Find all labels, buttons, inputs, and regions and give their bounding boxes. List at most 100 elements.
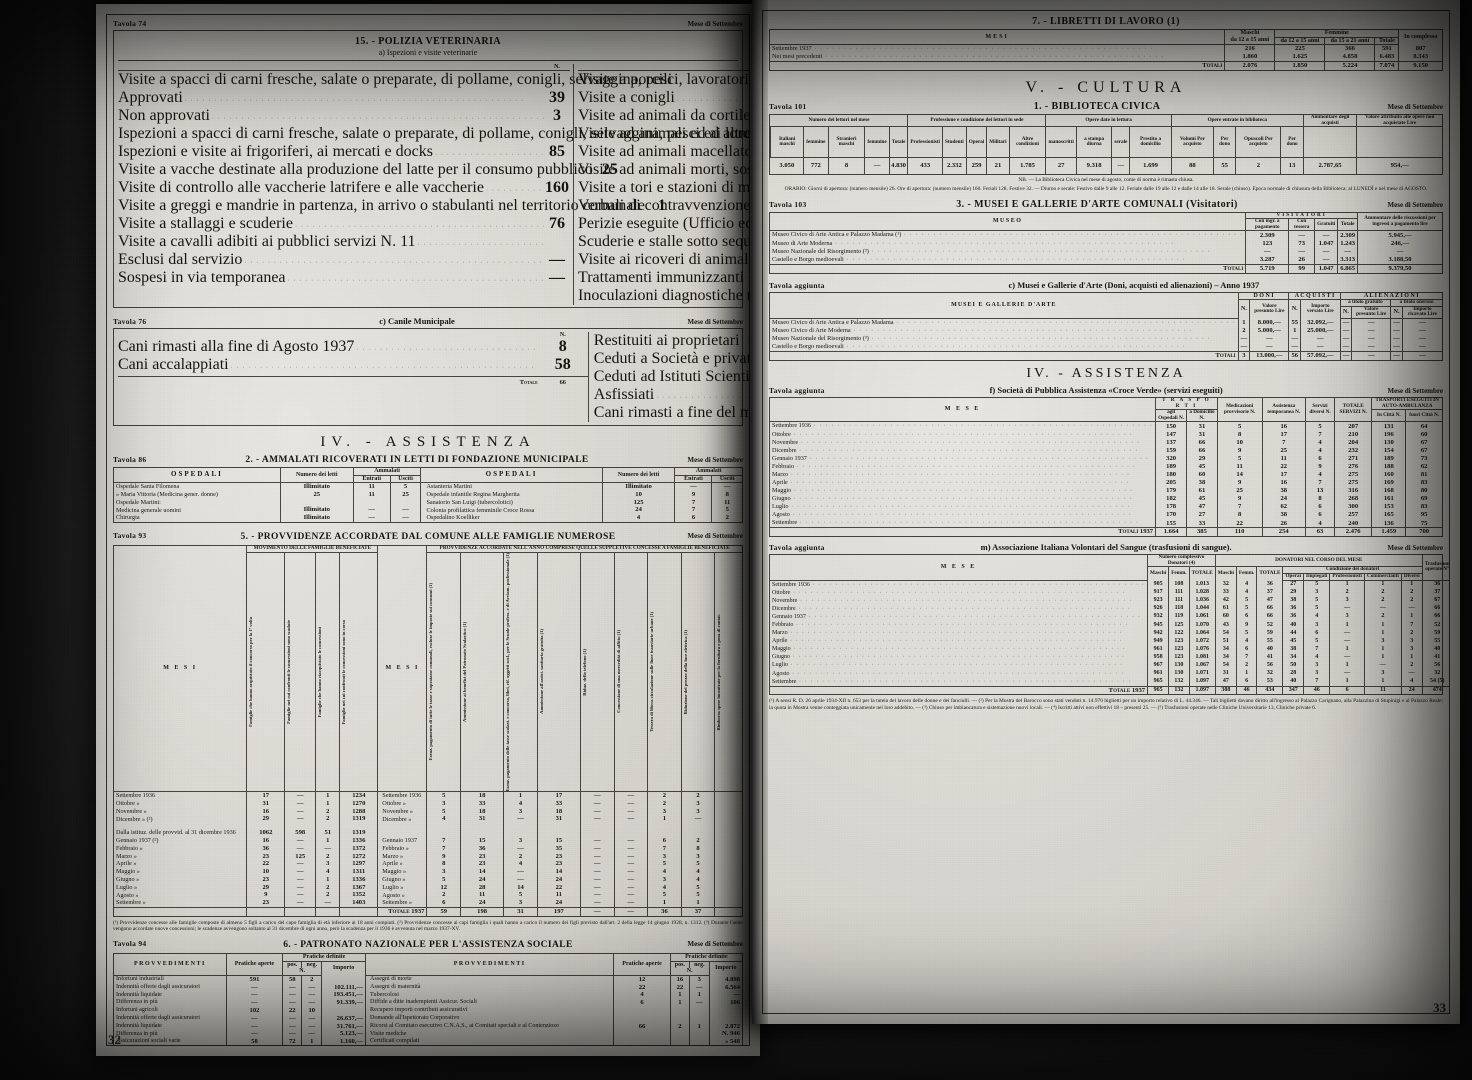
t103-gra: —	[1314, 247, 1338, 256]
croce-ass: 16	[1261, 478, 1306, 488]
t86-ospedale: Medicina generale uomini	[116, 506, 181, 514]
t93-mese: Gennaio 1937 (²)	[116, 837, 159, 845]
t7-tot: 8.343	[1398, 53, 1442, 62]
t86-letti	[279, 498, 354, 507]
t94-h2-1: neg.	[688, 961, 710, 969]
t103c-row: Museo Civico di Arte Antica e Palazzo Ma…	[770, 318, 1442, 327]
t94-title: 6. - PATRONATO NAZIONALE PER L'ASSISTENZ…	[283, 940, 573, 951]
t93-p7: 5	[680, 891, 715, 900]
sangue-h-cond0: Operai	[1282, 573, 1304, 581]
sangue-f: 5	[1235, 596, 1257, 605]
t93-p1: 15	[460, 836, 504, 845]
t94-neg2: 3	[688, 975, 710, 984]
leader-dots: · · · · · · · · · · · · · · · · · · · · …	[674, 80, 749, 86]
sangue-pr: 1	[1329, 580, 1365, 589]
sangue-mese: Ottobre · · · · · · · · · · · · · · · · …	[772, 589, 1126, 596]
t103-total-row: Totali 5.719 99 1.047 6.865 9.379,50	[770, 263, 1442, 273]
t93-p4: —	[579, 836, 615, 845]
sangue-tr: 66	[1421, 604, 1449, 613]
croce-osp: 159	[1155, 446, 1187, 455]
sangue-h-m: Maschi	[1214, 566, 1237, 581]
sangue-mese: Maggio · · · · · · · · · · · · · · · · ·…	[772, 646, 1126, 653]
t103c-g-acquisti: A C Q U I S T I	[1288, 292, 1341, 301]
sangue-im: 5	[1303, 596, 1330, 605]
t93-group-right: PROVVIDENZE ACCORDATE NELL'ANNO COMPRESE…	[426, 545, 742, 553]
t103c-ai: —	[1300, 343, 1341, 352]
croce-fuo: 83	[1405, 478, 1442, 488]
t101-h-sp1	[1302, 126, 1357, 159]
sangue-cf: 111	[1168, 588, 1190, 597]
sangue-im: 3	[1303, 661, 1330, 670]
t101-orario: ORARIO: Giorni di apertura: (numero mens…	[784, 185, 1428, 192]
t7-row: Settembre 1937 · · · · · · · · · · · · ·…	[770, 44, 1442, 54]
t94-importo2: 4.898	[708, 975, 742, 984]
t86-row: » Maria Vittoria (Medicina gener. donne)…	[114, 490, 742, 499]
t93-p0: 3	[426, 868, 461, 876]
croce-mese: Agosto · · · · · · · · · · · · · · · · ·…	[772, 511, 1132, 519]
t101-h-12: serale	[1111, 126, 1130, 159]
t103c-on: —	[1390, 318, 1403, 327]
t76-left-row: Cani rimasti alla fine di Agosto 1937 · ·…	[118, 338, 588, 356]
t74-right-row: Verbali di contravvenzione elevati (Uffi…	[578, 197, 749, 215]
t103-total-gra: 1.047	[1314, 263, 1338, 273]
t94-h-definite: Pratiche definite	[282, 954, 366, 962]
t94-h-0: pos.	[282, 961, 302, 969]
t74-left-row: Visite a cavalli adibiti ai pubblici ser…	[118, 233, 570, 251]
sangue-t: 37	[1256, 588, 1283, 597]
sangue-cf: 108	[1168, 580, 1190, 589]
sangue-cf: 132	[1168, 677, 1190, 687]
t103-pag: —	[1245, 247, 1289, 256]
t93-p8	[714, 807, 742, 816]
sangue-cm: 961	[1147, 645, 1169, 654]
croce-ass: 17	[1261, 430, 1306, 439]
t93-d: 1270	[339, 799, 378, 808]
t86-usciti2: 8	[711, 490, 742, 499]
sangue-mese: Settembre 1936 · · · · · · · · · · · · ·…	[772, 581, 1146, 588]
t94-aperte: —	[225, 983, 283, 992]
croce-mese: Febbraio · · · · · · · · · · · · · · · ·…	[772, 462, 1137, 470]
sangue-co: 1	[1363, 580, 1402, 589]
t93-mese2: Luglio »	[377, 883, 427, 892]
t93-a: 22	[246, 860, 285, 869]
t93-c: —	[315, 899, 340, 908]
croce-ass: 62	[1261, 503, 1306, 512]
t93-rcol-5: Concessione di una mercedità di affitto …	[613, 552, 648, 793]
sangue-mese: Luglio · · · · · · · · · · · · · · · · ·…	[772, 662, 1124, 669]
t93-b: —	[284, 860, 316, 869]
t93-int-a: 1062	[246, 823, 285, 837]
left-section-iv-title: IV. - ASSISTENZA	[320, 434, 536, 450]
t93-c: 1	[315, 836, 340, 845]
t93-b: —	[284, 891, 316, 900]
t93-c: 2	[315, 815, 340, 824]
t93-b: —	[284, 791, 316, 800]
sangue-m: 54	[1214, 661, 1237, 670]
t94-aperte2	[613, 1038, 671, 1045]
t93-a: 29	[246, 883, 285, 892]
row-label: Ispezioni a spacci di carni fresche, sal…	[118, 125, 750, 142]
sangue-cm: 926	[1147, 604, 1169, 613]
t93-d: 1319	[339, 815, 378, 824]
croce-div: 9	[1304, 462, 1335, 471]
t93-blank	[647, 823, 682, 837]
t93-p6: 3	[647, 807, 682, 816]
croce-osp: 179	[1155, 487, 1187, 496]
t93-c: 1	[315, 875, 340, 884]
right-page-frame: 7. - LIBRETTI DI LAVORO (1) MESI Maschi Fe…	[762, 10, 1450, 1014]
sangue-m: 54	[1214, 629, 1237, 638]
sangue-ct: 1.064	[1188, 629, 1216, 638]
t101-header-row: Italiani maschi femmine Stranieri maschi fe…	[769, 126, 1442, 159]
t93-mese2: Dicembre »	[377, 815, 427, 824]
row-value: 39	[549, 89, 566, 106]
croce-row: Ottobre · · · · · · · · · · · · · · · · …	[770, 430, 1442, 439]
t86-letti2: Illimitato	[601, 482, 675, 491]
croce-dom: 47	[1186, 503, 1218, 512]
sangue-ct: 1.076	[1188, 645, 1216, 654]
t93-p7: 3	[680, 807, 715, 816]
t94-neg2: —	[688, 999, 710, 1007]
t94-prov: Indennità liquidate	[116, 991, 162, 998]
t86-headline: Tavola 86 2. - AMMALATI RICOVERATI IN LE…	[113, 455, 743, 465]
t94-neg2	[688, 1030, 710, 1039]
t103-h-ammontare: Ammontare delle riscossioni per ingressi…	[1357, 212, 1442, 232]
t103c-an: —	[1288, 343, 1301, 352]
